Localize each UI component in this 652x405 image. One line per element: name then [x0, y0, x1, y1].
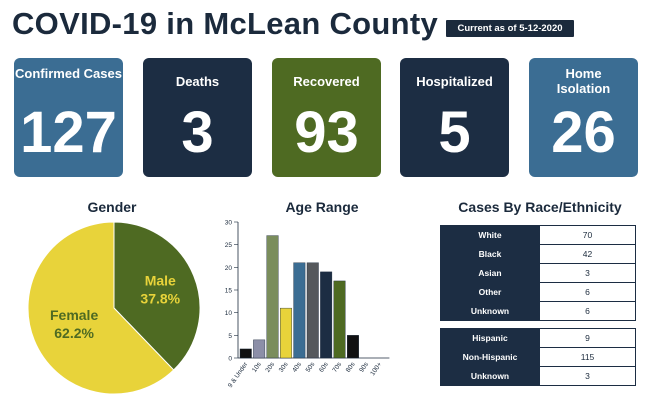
stat-label: Confirmed Cases — [15, 66, 122, 81]
y-tick-label: 30 — [225, 220, 233, 227]
stat-recovered: Recovered 93 — [272, 58, 381, 177]
row-value: 3 — [539, 263, 636, 283]
table-row: Unknown 3 — [440, 366, 636, 386]
x-tick-label: 80s — [345, 361, 357, 374]
row-value: 6 — [539, 301, 636, 321]
x-tick-label: 90s — [358, 361, 370, 374]
y-tick-label: 5 — [228, 333, 232, 340]
x-tick-label: 9 & Under — [227, 360, 250, 389]
as-of-badge: Current as of 5-12-2020 — [446, 20, 574, 37]
stat-value: 3 — [181, 100, 214, 165]
row-label: Asian — [440, 263, 540, 283]
stat-label: Deaths — [175, 74, 220, 89]
pie-value-female: 62.2% — [54, 325, 94, 341]
table-row: Hispanic 9 — [440, 328, 636, 348]
stat-deaths: Deaths 3 — [143, 58, 252, 177]
x-tick-label: 10s — [251, 361, 263, 374]
bar-10s — [253, 339, 266, 359]
row-label: Hispanic — [440, 328, 540, 348]
pie-label-male: Male — [145, 272, 176, 288]
bar-50s — [306, 262, 319, 359]
row-label: Other — [440, 282, 540, 302]
pie-slice-female — [27, 221, 175, 395]
bar-60s — [320, 271, 333, 359]
x-tick-label: 40s — [291, 361, 303, 374]
race-ethnicity-title: Cases By Race/Ethnicity — [458, 199, 622, 215]
y-tick-label: 25 — [225, 242, 233, 249]
row-value: 6 — [539, 282, 636, 302]
stat-label: Home Isolation — [556, 66, 611, 96]
row-value: 9 — [539, 328, 636, 348]
row-label: Unknown — [440, 366, 540, 386]
x-tick-label: 30s — [278, 361, 290, 374]
stat-confirmed-cases: Confirmed Cases 127 — [14, 58, 123, 177]
pie-slice-male — [113, 221, 201, 371]
stat-value: 93 — [294, 100, 359, 165]
bar-40s — [293, 262, 306, 359]
stat-home-isolation: Home Isolation 26 — [529, 58, 638, 177]
table-row: Other 6 — [440, 282, 636, 302]
bar-30s — [280, 307, 292, 359]
x-tick-label: 50s — [305, 361, 317, 374]
y-tick-label: 0 — [228, 356, 232, 363]
pie-value-male: 37.8% — [140, 290, 180, 306]
pie-label-female: Female — [50, 307, 98, 323]
y-tick-label: 20 — [225, 265, 233, 272]
y-tick-label: 10 — [225, 310, 233, 317]
y-tick-label: 15 — [225, 288, 233, 295]
row-label: Non-Hispanic — [440, 347, 540, 367]
age-range-title: Age Range — [285, 199, 359, 215]
race-ethnicity-table: White 70 Black 42 Asian 3 Other 6 Unknown 6 H… — [440, 225, 636, 386]
page-title: COVID-19 in McLean County — [12, 6, 439, 41]
stat-value: 127 — [20, 100, 117, 165]
table-row: Unknown 6 — [440, 301, 636, 321]
table-spacer — [441, 321, 636, 329]
stat-label: Hospitalized — [416, 74, 493, 89]
stat-label: Recovered — [293, 74, 360, 89]
gender-pie-chart: Female 62.2% Male 37.8% — [27, 221, 201, 395]
stat-hospitalized: Hospitalized 5 — [400, 58, 509, 177]
gender-title: Gender — [87, 199, 137, 215]
bar-80s — [346, 335, 359, 359]
row-label: Black — [440, 244, 540, 264]
x-tick-label: 70s — [331, 361, 343, 374]
bar-70s — [333, 280, 346, 359]
row-value: 115 — [539, 347, 636, 367]
age-range-bar-chart: 0 5 10 15 20 25 30 9 & Under 10s 20s 30s 40s 50s 60s 7… — [225, 220, 390, 389]
x-tick-label: 100+ — [369, 361, 383, 377]
table-row: White 70 — [440, 225, 636, 245]
x-tick-label: 60s — [318, 361, 330, 374]
bar-9-under — [239, 348, 252, 359]
row-value: 42 — [539, 244, 636, 264]
bar-20s — [266, 235, 279, 359]
table-row: Black 42 — [440, 244, 636, 264]
row-label: Unknown — [440, 301, 540, 321]
row-value: 3 — [539, 366, 636, 386]
stat-value: 26 — [551, 100, 616, 165]
x-tick-label: 20s — [264, 361, 276, 374]
table-row: Non-Hispanic 115 — [440, 347, 636, 367]
table-row: Asian 3 — [440, 263, 636, 283]
stat-value: 5 — [438, 100, 471, 165]
row-label: White — [440, 225, 540, 245]
row-value: 70 — [539, 225, 636, 245]
